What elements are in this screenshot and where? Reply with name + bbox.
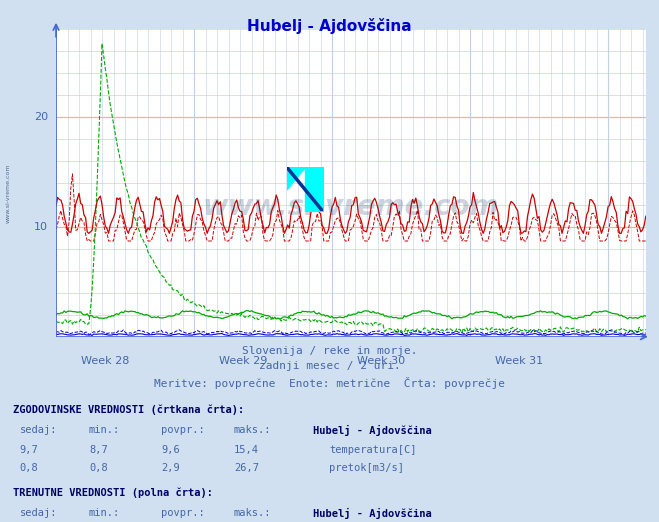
Text: maks.:: maks.:	[234, 425, 272, 435]
Text: temperatura[C]: temperatura[C]	[330, 445, 417, 455]
Text: 15,4: 15,4	[234, 445, 259, 455]
Text: Week 30: Week 30	[357, 357, 405, 366]
Text: 2,9: 2,9	[161, 463, 180, 473]
Text: ZGODOVINSKE VREDNOSTI (črtkana črta):: ZGODOVINSKE VREDNOSTI (črtkana črta):	[13, 405, 244, 415]
Text: sedaj:: sedaj:	[20, 425, 57, 435]
Text: Hubelj - Ajdovščina: Hubelj - Ajdovščina	[313, 508, 432, 519]
Text: min.:: min.:	[89, 425, 120, 435]
Text: 9,6: 9,6	[161, 445, 180, 455]
Text: sedaj:: sedaj:	[20, 508, 57, 518]
Text: Slovenija / reke in morje.: Slovenija / reke in morje.	[242, 346, 417, 355]
Text: www.si-vreme.com: www.si-vreme.com	[5, 163, 11, 223]
Text: 8,7: 8,7	[89, 445, 107, 455]
Text: maks.:: maks.:	[234, 508, 272, 518]
Text: povpr.:: povpr.:	[161, 508, 205, 518]
Text: zadnji mesec / 2 uri.: zadnji mesec / 2 uri.	[258, 361, 401, 371]
Text: 9,7: 9,7	[20, 445, 38, 455]
Text: www.si-vreme.com: www.si-vreme.com	[203, 193, 499, 221]
Text: Hubelj - Ajdovščina: Hubelj - Ajdovščina	[247, 18, 412, 34]
Text: pretok[m3/s]: pretok[m3/s]	[330, 463, 405, 473]
Text: Week 31: Week 31	[496, 357, 544, 366]
Text: 10: 10	[34, 222, 48, 232]
Text: Meritve: povprečne  Enote: metrične  Črta: povprečje: Meritve: povprečne Enote: metrične Črta:…	[154, 377, 505, 389]
Text: 20: 20	[34, 112, 48, 122]
Text: povpr.:: povpr.:	[161, 425, 205, 435]
Text: 0,8: 0,8	[89, 463, 107, 473]
Text: Hubelj - Ajdovščina: Hubelj - Ajdovščina	[313, 425, 432, 436]
Text: Week 28: Week 28	[81, 357, 129, 366]
Text: TRENUTNE VREDNOSTI (polna črta):: TRENUTNE VREDNOSTI (polna črta):	[13, 487, 213, 497]
Text: Week 29: Week 29	[219, 357, 268, 366]
Text: 26,7: 26,7	[234, 463, 259, 473]
Text: min.:: min.:	[89, 508, 120, 518]
Text: 0,8: 0,8	[20, 463, 38, 473]
